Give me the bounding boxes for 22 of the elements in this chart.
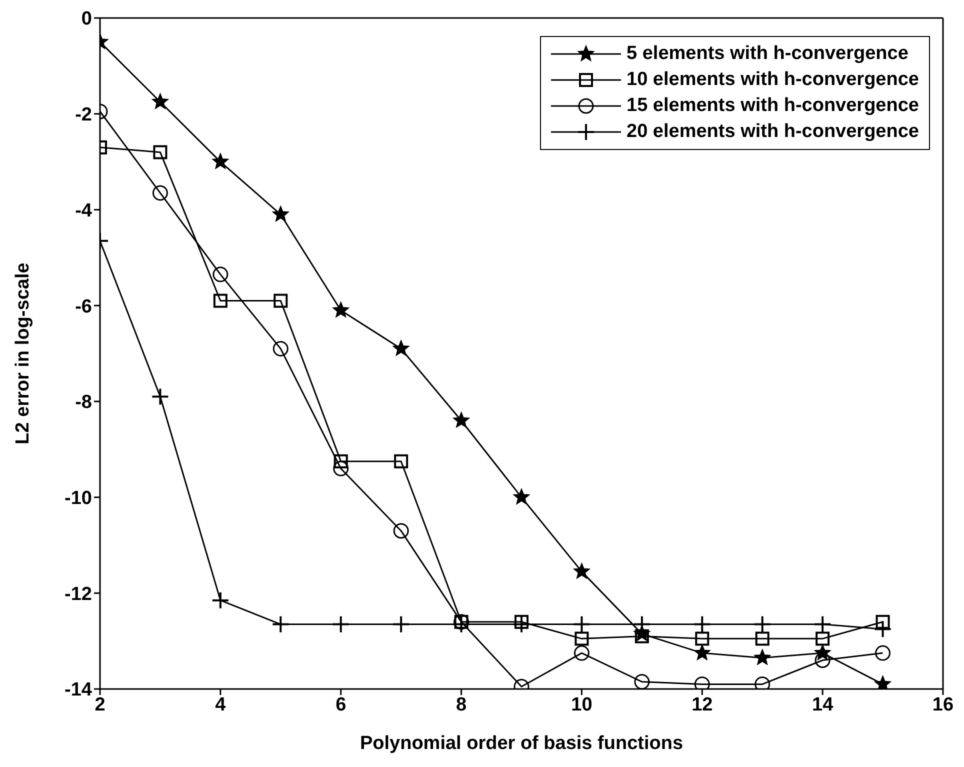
x-tick-label: 16 <box>932 694 954 716</box>
y-tick-label: -10 <box>64 488 92 510</box>
x-tick-label: 12 <box>692 694 713 716</box>
y-axis-title: L2 error in log-scale <box>12 262 34 444</box>
x-tick-label: 8 <box>456 694 467 716</box>
x-axis-title: Polynomial order of basis functions <box>360 733 684 754</box>
x-tick-label: 2 <box>94 694 106 716</box>
x-tick-label: 14 <box>812 694 834 716</box>
y-tick-label: 0 <box>81 8 92 30</box>
legend-label: 10 elements with h-convergence <box>626 69 919 91</box>
x-tick-label: 6 <box>336 694 346 716</box>
y-tick-label: -12 <box>64 584 92 605</box>
x-tick-label: 10 <box>571 694 592 716</box>
x-tick-label: 4 <box>215 694 226 716</box>
legend-label: 15 elements with h-convergence <box>626 95 919 117</box>
legend-label: 20 elements with h-convergence <box>626 121 919 143</box>
legend-label: 5 elements with h-convergence <box>626 43 908 65</box>
y-tick-label: -6 <box>75 296 92 318</box>
y-tick-label: -4 <box>75 200 92 222</box>
y-tick-label: -8 <box>75 392 92 414</box>
y-tick-label: -14 <box>64 680 92 701</box>
y-tick-label: -2 <box>75 104 92 126</box>
